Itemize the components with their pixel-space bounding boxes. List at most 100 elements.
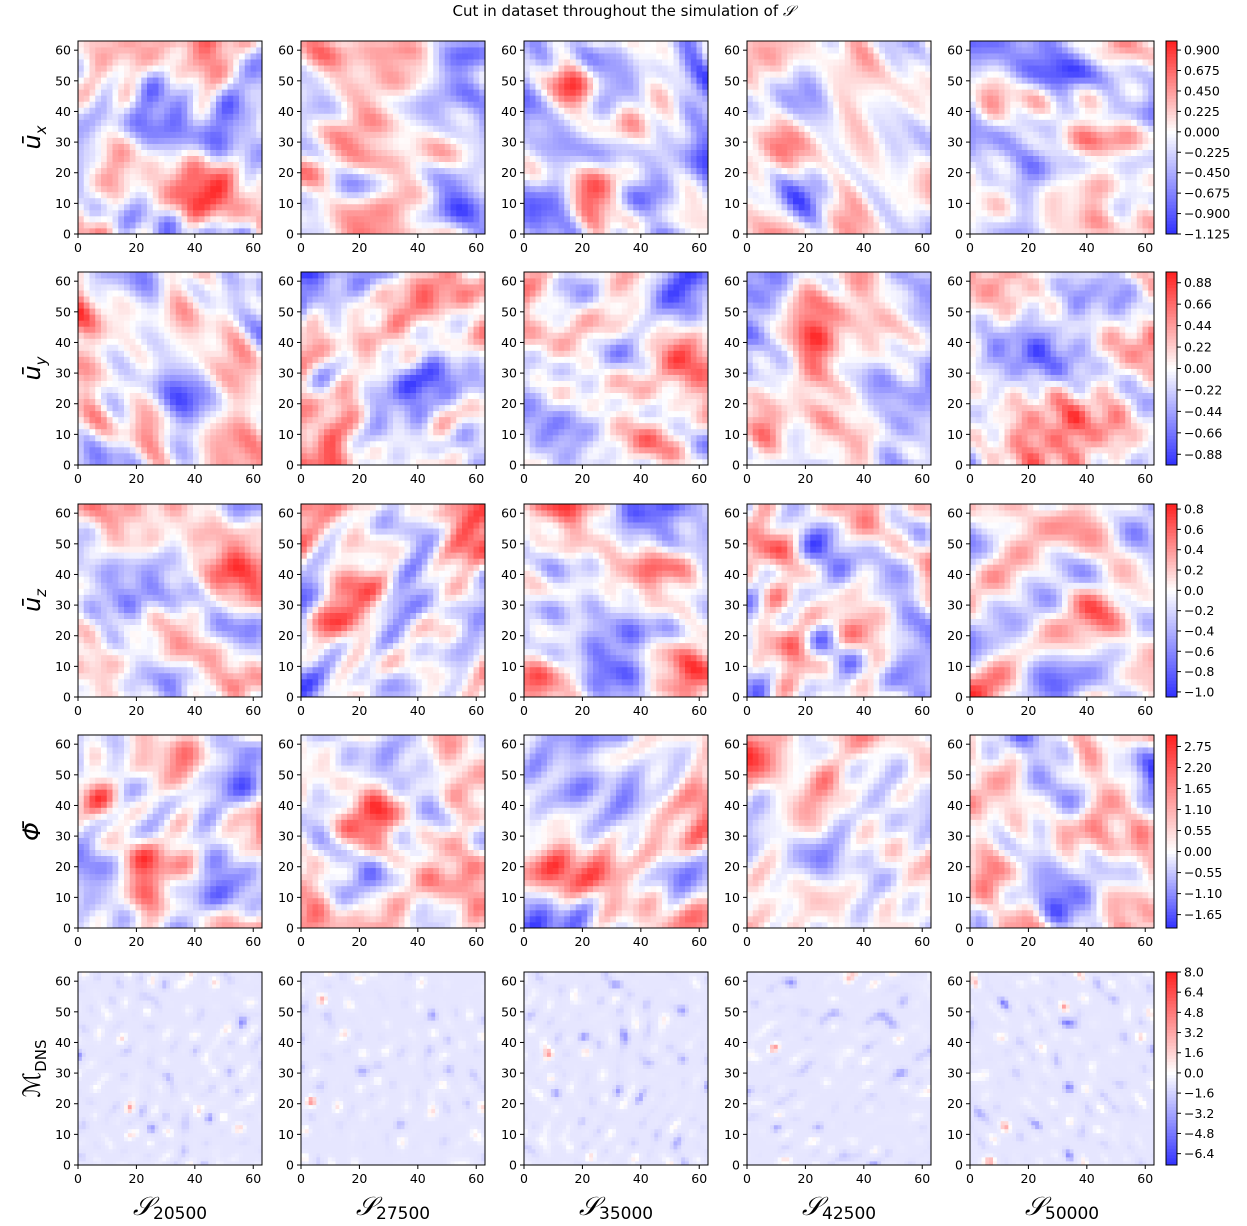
heatmap-cell: [364, 209, 371, 217]
heatmap-cell: [856, 53, 863, 60]
heatmap-cell: [798, 83, 805, 90]
heatmap-cell: [690, 143, 697, 150]
heatmap-cell: [1033, 131, 1040, 138]
heatmap-cell: [873, 227, 880, 235]
heatmap-cell: [925, 161, 932, 169]
heatmap-cell: [885, 65, 892, 72]
heatmap-cell: [221, 101, 228, 108]
heatmap-cell: [764, 131, 771, 138]
heatmap-cell: [793, 119, 800, 126]
heatmap-cell: [890, 185, 897, 193]
heatmap-cell: [970, 101, 977, 108]
heatmap-cell: [552, 59, 559, 66]
heatmap-cell: [558, 149, 565, 156]
heatmap-cell: [879, 53, 886, 60]
heatmap-cell: [810, 53, 817, 60]
heatmap-cell: [256, 191, 263, 199]
heatmap-cell: [129, 119, 136, 126]
heatmap-cell: [804, 161, 811, 169]
heatmap-cell: [902, 197, 909, 205]
heatmap-cell: [627, 131, 634, 138]
heatmap-cell: [787, 197, 794, 205]
heatmap-cell: [747, 215, 754, 223]
heatmap-cell: [879, 107, 886, 114]
heatmap-cell: [89, 221, 96, 229]
heatmap-cell: [101, 89, 108, 96]
heatmap-cell: [547, 107, 554, 114]
y-tick-label: 40: [724, 104, 740, 119]
heatmap-cell: [787, 119, 794, 126]
heatmap-cell: [696, 89, 703, 96]
heatmap-cell: [244, 203, 251, 211]
heatmap-cell: [804, 113, 811, 120]
heatmap-cell: [975, 167, 982, 175]
heatmap-cell: [781, 113, 788, 120]
heatmap-cell: [439, 101, 446, 108]
heatmap-cell: [170, 179, 177, 187]
heatmap-cell: [621, 155, 628, 163]
heatmap-cell: [83, 71, 90, 78]
heatmap-cell: [581, 203, 588, 211]
heatmap-cell: [529, 167, 536, 175]
heatmap-cell: [524, 143, 531, 150]
heatmap-cell: [919, 71, 926, 78]
heatmap-cell: [312, 173, 319, 181]
heatmap-cell: [593, 77, 600, 84]
heatmap-cell: [902, 71, 909, 78]
heatmap-cell: [456, 203, 463, 211]
heatmap-cell: [804, 149, 811, 156]
heatmap-cell: [627, 77, 634, 84]
heatmap-cell: [158, 41, 165, 48]
heatmap-cell: [575, 161, 582, 169]
heatmap-cell: [662, 161, 669, 169]
heatmap-cell: [764, 65, 771, 72]
heatmap-cell: [581, 101, 588, 108]
heatmap-cell: [764, 149, 771, 156]
heatmap-cell: [364, 107, 371, 114]
heatmap-cell: [239, 203, 246, 211]
heatmap-cell: [535, 101, 542, 108]
heatmap-cell: [696, 167, 703, 175]
heatmap-cell: [570, 107, 577, 114]
heatmap-cell: [467, 227, 474, 235]
heatmap-cell: [129, 161, 136, 169]
heatmap-cell: [844, 209, 851, 217]
heatmap-cell: [821, 179, 828, 187]
heatmap-cell: [439, 155, 446, 163]
heatmap-cell: [106, 59, 113, 66]
heatmap-cell: [479, 209, 486, 217]
heatmap-cell: [919, 101, 926, 108]
heatmap-cell: [164, 113, 171, 120]
heatmap-cell: [393, 215, 400, 223]
heatmap-cell: [987, 113, 994, 120]
heatmap-cell: [95, 77, 102, 84]
heatmap-cell: [547, 221, 554, 229]
heatmap-cell: [833, 209, 840, 217]
heatmap-cell: [529, 173, 536, 181]
heatmap-cell: [1004, 179, 1011, 187]
heatmap-cell: [1010, 185, 1017, 193]
heatmap-cell: [398, 119, 405, 126]
heatmap-cell: [170, 221, 177, 229]
heatmap-cell: [1067, 179, 1074, 187]
heatmap-cell: [1113, 107, 1120, 114]
heatmap-cell: [101, 179, 108, 187]
heatmap-cell: [787, 77, 794, 84]
heatmap-cell: [702, 119, 709, 126]
heatmap-cell: [564, 59, 571, 66]
heatmap-cell: [1079, 209, 1086, 217]
heatmap-cell: [239, 71, 246, 78]
heatmap-cell: [1050, 173, 1057, 181]
heatmap-cell: [233, 41, 240, 48]
heatmap-cell: [908, 131, 915, 138]
heatmap-cell: [1056, 95, 1063, 102]
heatmap-cell: [347, 131, 354, 138]
heatmap-cell: [827, 203, 834, 211]
heatmap-cell: [621, 137, 628, 144]
heatmap-cell: [896, 149, 903, 156]
heatmap-cell: [839, 191, 846, 199]
heatmap-cell: [833, 185, 840, 193]
heatmap-cell: [621, 107, 628, 114]
heatmap-cell: [1010, 95, 1017, 102]
heatmap-cell: [381, 47, 388, 54]
